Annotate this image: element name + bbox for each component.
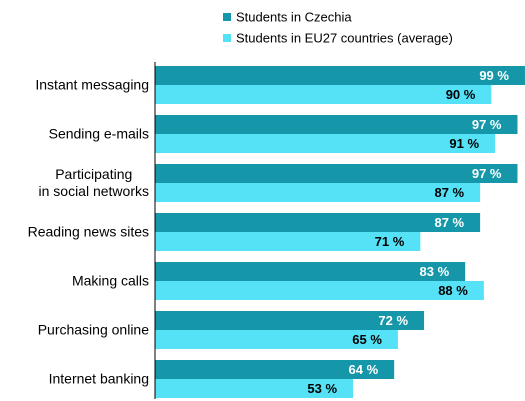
value-label: 87 % bbox=[434, 185, 464, 200]
bar bbox=[155, 85, 492, 104]
bar bbox=[155, 262, 466, 281]
category-label: Internet banking bbox=[48, 370, 149, 387]
value-label: 87 % bbox=[434, 215, 464, 230]
bar bbox=[155, 213, 481, 232]
value-label: 97 % bbox=[472, 117, 502, 132]
bar bbox=[155, 281, 484, 300]
bar bbox=[155, 134, 496, 153]
bar bbox=[155, 66, 525, 85]
legend-label: Students in EU27 countries (average) bbox=[236, 30, 453, 45]
category-label: Sending e-mails bbox=[48, 125, 149, 142]
value-label: 83 % bbox=[420, 264, 450, 279]
legend-swatch bbox=[223, 34, 231, 42]
value-label: 71 % bbox=[375, 234, 405, 249]
value-label: 88 % bbox=[438, 283, 468, 298]
bar bbox=[155, 183, 481, 202]
value-label: 99 % bbox=[479, 68, 509, 83]
bar bbox=[155, 232, 421, 251]
bar bbox=[155, 330, 398, 349]
category-label: Participating in social networks bbox=[38, 166, 150, 199]
category-label: Reading news sites bbox=[27, 223, 149, 240]
value-label: 53 % bbox=[307, 381, 337, 396]
bar bbox=[155, 115, 518, 134]
value-label: 97 % bbox=[472, 166, 502, 181]
legend-swatch bbox=[223, 13, 231, 21]
bar bbox=[155, 360, 395, 379]
category-label: Instant messaging bbox=[35, 76, 149, 93]
bar bbox=[155, 164, 518, 183]
value-label: 65 % bbox=[352, 332, 382, 347]
bar bbox=[155, 379, 354, 398]
category-label: Making calls bbox=[71, 272, 149, 289]
value-label: 91 % bbox=[449, 136, 479, 151]
value-label: 90 % bbox=[446, 87, 476, 102]
value-label: 64 % bbox=[349, 362, 379, 377]
legend-label: Students in Czechia bbox=[236, 9, 352, 24]
value-label: 72 % bbox=[378, 313, 408, 328]
category-label: Purchasing online bbox=[37, 321, 149, 338]
bar bbox=[155, 311, 425, 330]
